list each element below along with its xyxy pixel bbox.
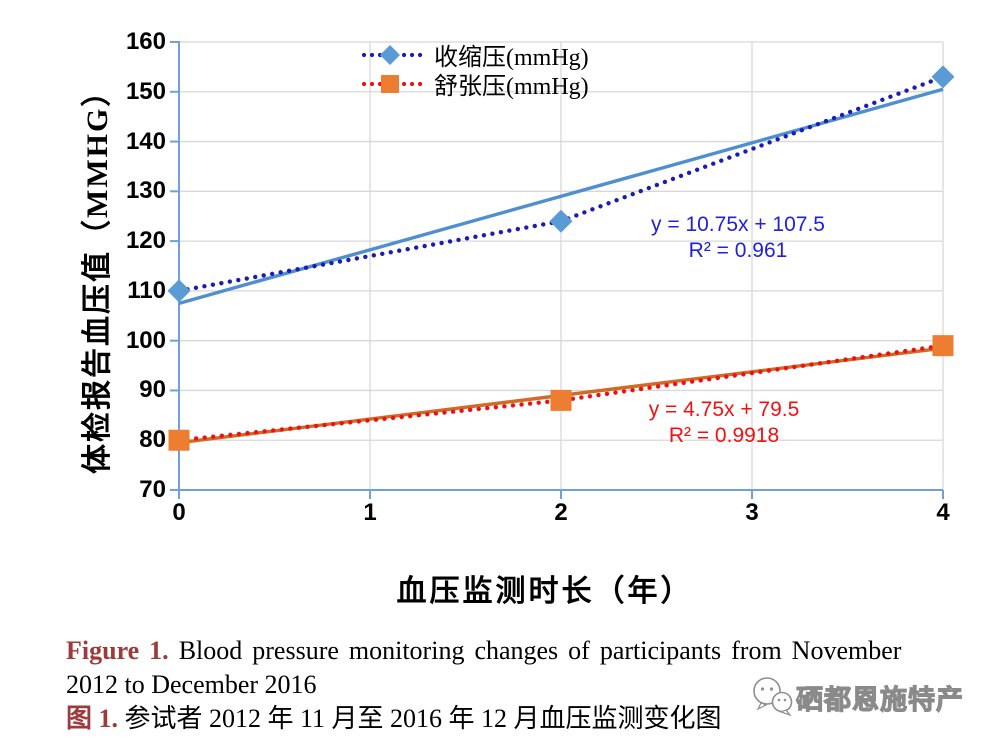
- chart-legend: 收缩压(mmHg) 舒张压(mmHg): [362, 40, 589, 100]
- x-axis-tick-label: 1: [363, 499, 377, 526]
- trendline-equation: y = 4.75x + 79.5 R² = 0.9918: [649, 397, 800, 449]
- y-axis-tick-label: 160: [125, 28, 166, 55]
- y-axis-tick-label: 110: [127, 276, 166, 304]
- y-axis-tick-label: 130: [125, 177, 166, 205]
- r-squared-text: R² = 0.9918: [668, 424, 780, 447]
- x-axis-title: 血压监测时长（年）: [396, 575, 694, 608]
- figure-caption: Figure 1. Blood pressure monitoring chan…: [66, 634, 966, 736]
- diamond-marker: [931, 65, 955, 89]
- watermark: 硒都恩施特产: [750, 676, 964, 718]
- equation-text: y = 4.75x + 79.5: [648, 398, 800, 421]
- y-axis-tick-label: 100: [125, 326, 166, 354]
- x-axis-tick-label: 0: [172, 499, 186, 526]
- legend-swatch-diamond: [362, 44, 424, 65]
- y-axis-title: 体检报告血压值（MMHG）: [81, 74, 114, 474]
- y-axis-tick-label: 140: [125, 127, 166, 155]
- legend-item: 舒张压(mmHg): [362, 69, 589, 100]
- square-marker: [550, 389, 572, 411]
- x-axis-tick-label: 4: [936, 499, 950, 526]
- caption-line-en-1: Figure 1. Blood pressure monitoring chan…: [66, 634, 966, 668]
- square-marker: [932, 335, 954, 357]
- caption-text-en-1: Blood pressure monitoring changes of par…: [178, 636, 902, 665]
- y-axis-tick-label: 90: [139, 376, 166, 404]
- plot-canvas: [167, 41, 955, 499]
- square-marker: [168, 429, 190, 451]
- legend-item: 收缩压(mmHg): [362, 40, 589, 71]
- legend-label: 舒张压(mmHg): [434, 74, 589, 100]
- caption-text-cn: 参试者 2012 年 11 月至 2016 年 12 月血压监测变化图: [124, 704, 722, 733]
- blood-pressure-chart: 70 80 90 100 110 120 130 140 150 160 0 1 2 3 4 体检报告血压值…: [81, 28, 955, 608]
- r-squared-text: R² = 0.961: [688, 239, 788, 262]
- y-axis-tick-label: 80: [139, 426, 166, 454]
- figure-label-en: Figure 1.: [66, 636, 169, 665]
- equation-text: y = 10.75x + 107.5: [651, 213, 825, 236]
- legend-label: 收缩压(mmHg): [434, 45, 589, 71]
- legend-swatch-square: [362, 74, 424, 93]
- diamond-marker: [167, 279, 191, 303]
- trendline-equation: y = 10.75x + 107.5 R² = 0.961: [651, 212, 825, 264]
- y-axis-tick-label: 70: [139, 476, 166, 503]
- caption-line-cn: 图 1. 参试者 2012 年 11 月至 2016 年 12 月血压监测变化图: [66, 702, 966, 736]
- data-series-dotted-line: [176, 343, 946, 443]
- x-axis-tick-label: 3: [745, 499, 759, 526]
- y-axis-tick-label: 120: [125, 227, 166, 255]
- y-axis-tick-label: 150: [125, 77, 166, 105]
- wechat-bubbles-icon: [753, 677, 793, 717]
- caption-text-en-2: 2012 to December 2016: [66, 670, 317, 699]
- diamond-marker: [549, 209, 573, 233]
- figure-label-cn: 图 1.: [66, 704, 119, 733]
- x-axis-tick-label: 2: [554, 499, 568, 526]
- watermark-text: 硒都恩施特产: [795, 684, 964, 715]
